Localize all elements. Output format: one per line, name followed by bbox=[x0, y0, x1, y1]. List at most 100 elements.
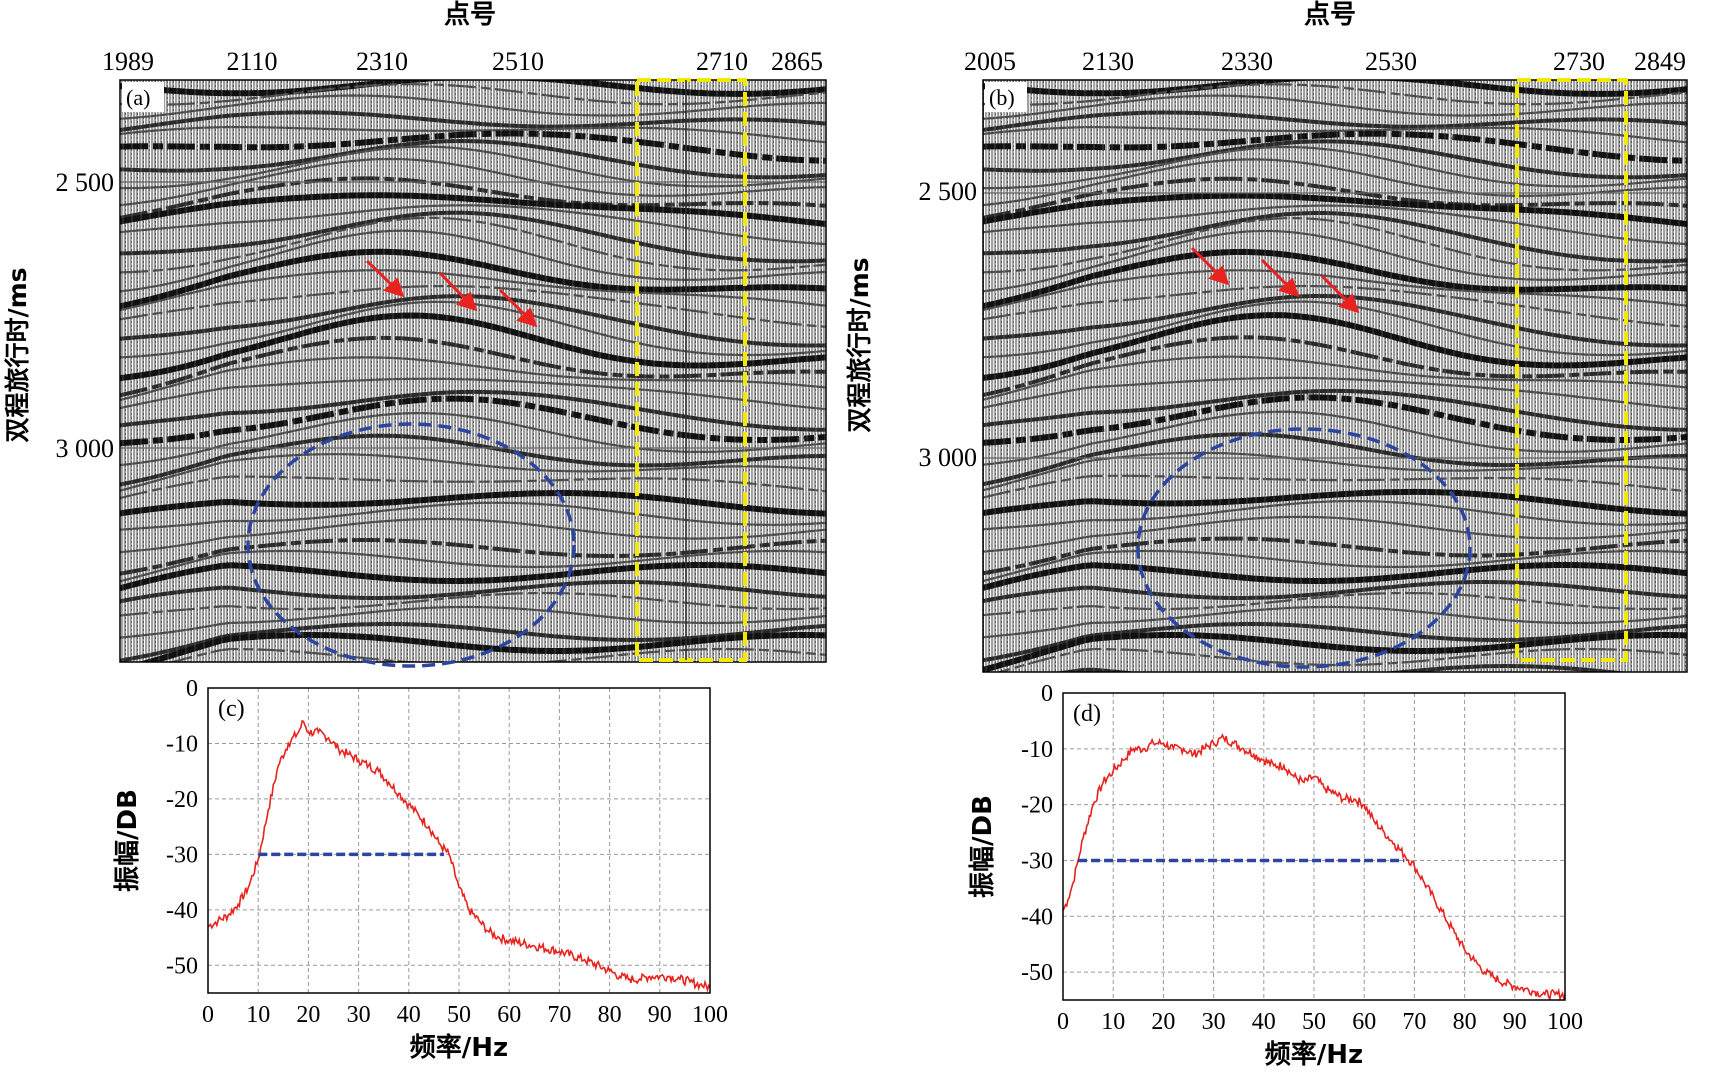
x-tick-label: 2730 bbox=[1553, 47, 1605, 76]
y-tick-label: -20 bbox=[1021, 793, 1053, 819]
y-tick-label: -40 bbox=[166, 898, 198, 924]
x-tick-label: 30 bbox=[347, 1002, 371, 1028]
x-tick-label: 2849 bbox=[1634, 47, 1686, 76]
reflector-line bbox=[983, 204, 1687, 246]
reflector-line bbox=[120, 138, 826, 180]
y-tick-label: -10 bbox=[1021, 737, 1053, 763]
reflector-line bbox=[983, 130, 1687, 164]
x-tick-label: 1989 bbox=[102, 47, 154, 76]
y-axis-title: 振幅/DB bbox=[113, 789, 143, 892]
x-tick-label: 100 bbox=[1547, 1009, 1583, 1035]
x-tick-label: 20 bbox=[1151, 1009, 1175, 1035]
reflector-line bbox=[983, 158, 1687, 207]
red-arrows-b bbox=[1190, 246, 1360, 314]
x-tick-label: 2130 bbox=[1082, 47, 1134, 76]
x-tick-label: 90 bbox=[1503, 1009, 1527, 1035]
reflector-line bbox=[983, 388, 1687, 432]
x-tick-label: 40 bbox=[1252, 1009, 1276, 1035]
y-tick-label: -10 bbox=[166, 731, 198, 757]
y-tick-b-2500: 2 500 bbox=[919, 177, 978, 206]
reflector-line bbox=[983, 300, 1687, 359]
reflector-line bbox=[120, 489, 826, 517]
reflector-line bbox=[120, 475, 826, 500]
x-tick-label: 10 bbox=[1101, 1009, 1125, 1035]
reflector-line bbox=[120, 562, 826, 592]
reflector-line bbox=[983, 562, 1687, 591]
x-tick-label: 50 bbox=[1302, 1009, 1326, 1035]
reflector-line bbox=[120, 157, 826, 207]
spectrum-chart-d: 0 10 20 30 40 50 60 70 80 90 100 0 -10 -20 -30 -40 -50 (d… bbox=[968, 681, 1583, 1070]
panel-label-a: (a) bbox=[126, 85, 150, 110]
y-tick-label: -50 bbox=[1021, 960, 1053, 986]
reflector-line bbox=[983, 536, 1687, 576]
reflector-line bbox=[120, 395, 826, 447]
reflector-line bbox=[996, 647, 1687, 672]
x-tick-label: 2110 bbox=[226, 47, 277, 76]
chart-panel-label: (d) bbox=[1073, 701, 1101, 727]
x-axis-title: 频率/Hz bbox=[1265, 1039, 1363, 1070]
reflector-line bbox=[120, 433, 826, 487]
reflector-line bbox=[983, 294, 1687, 348]
reflector-line bbox=[983, 80, 1687, 97]
reflector-line bbox=[120, 501, 826, 531]
reflector-line bbox=[983, 94, 1687, 120]
red-arrows-a bbox=[365, 259, 538, 328]
y-tick-label: -20 bbox=[166, 787, 198, 813]
y-tick-label: -30 bbox=[166, 842, 198, 868]
reflector-line bbox=[120, 130, 826, 164]
reflector-line bbox=[983, 451, 1687, 492]
reflector-line bbox=[120, 622, 826, 662]
spectrum-chart-c: 0 10 20 30 40 50 60 70 80 90 100 0 -10 -20 -30 -40 -50 (c… bbox=[113, 676, 728, 1063]
reflector-line bbox=[120, 176, 826, 220]
x-tick-label: 60 bbox=[497, 1002, 521, 1028]
reflector-line bbox=[120, 538, 826, 576]
reflector-line bbox=[120, 248, 826, 310]
reflector-line bbox=[120, 580, 826, 604]
reflector-line bbox=[983, 515, 1687, 553]
y-axis-title-a: 双程旅行时/ms bbox=[3, 267, 32, 442]
reflector-line bbox=[120, 389, 826, 432]
reflector-line bbox=[120, 312, 826, 382]
x-tick-label: 2865 bbox=[771, 47, 823, 76]
reflector-line bbox=[120, 83, 826, 106]
reflector-line bbox=[120, 192, 826, 227]
reflector-line bbox=[983, 500, 1687, 531]
x-axis-title-b: 点号 bbox=[1304, 0, 1356, 30]
x-tick-label: 2710 bbox=[696, 47, 748, 76]
reflector-line bbox=[120, 145, 826, 190]
reflector-line bbox=[120, 285, 826, 328]
reflector-line bbox=[983, 248, 1687, 310]
reflector-line bbox=[983, 229, 1687, 293]
y-tick-a-3000: 3 000 bbox=[56, 434, 115, 463]
reflector-line bbox=[983, 284, 1687, 328]
reflector-line bbox=[983, 335, 1687, 397]
x-tick-label: 2530 bbox=[1365, 47, 1417, 76]
x-tick-label: 60 bbox=[1352, 1009, 1376, 1035]
x-axis-title: 频率/Hz bbox=[410, 1032, 508, 1063]
reflector-line bbox=[138, 632, 826, 662]
reflector-line bbox=[120, 453, 826, 492]
yellow-dashed-box-a bbox=[635, 78, 747, 662]
x-tick-label: 10 bbox=[246, 1002, 270, 1028]
reflector-line bbox=[120, 517, 826, 554]
reflector-line bbox=[120, 110, 826, 132]
reflector-line bbox=[120, 356, 826, 402]
reflector-line bbox=[120, 412, 826, 467]
reflector-line bbox=[120, 591, 826, 617]
reflector-line bbox=[983, 605, 1687, 639]
reflector-line bbox=[983, 432, 1687, 487]
reflector-line bbox=[983, 376, 1687, 411]
reflector-line bbox=[120, 216, 826, 274]
spectrum-series-line bbox=[207, 720, 711, 993]
reflector-line bbox=[983, 211, 1687, 264]
x-tick-label: 2330 bbox=[1221, 47, 1273, 76]
panel-label-b: (b) bbox=[989, 85, 1015, 110]
reflector-line bbox=[120, 269, 826, 312]
y-tick-label: 0 bbox=[186, 676, 198, 702]
reflector-line bbox=[120, 549, 826, 583]
reflector-line bbox=[120, 229, 826, 293]
y-tick-label: -40 bbox=[1021, 904, 1053, 930]
reflector-line bbox=[983, 632, 1687, 672]
y-tick-b-3000: 3 000 bbox=[919, 443, 978, 472]
reflector-line bbox=[983, 591, 1687, 617]
